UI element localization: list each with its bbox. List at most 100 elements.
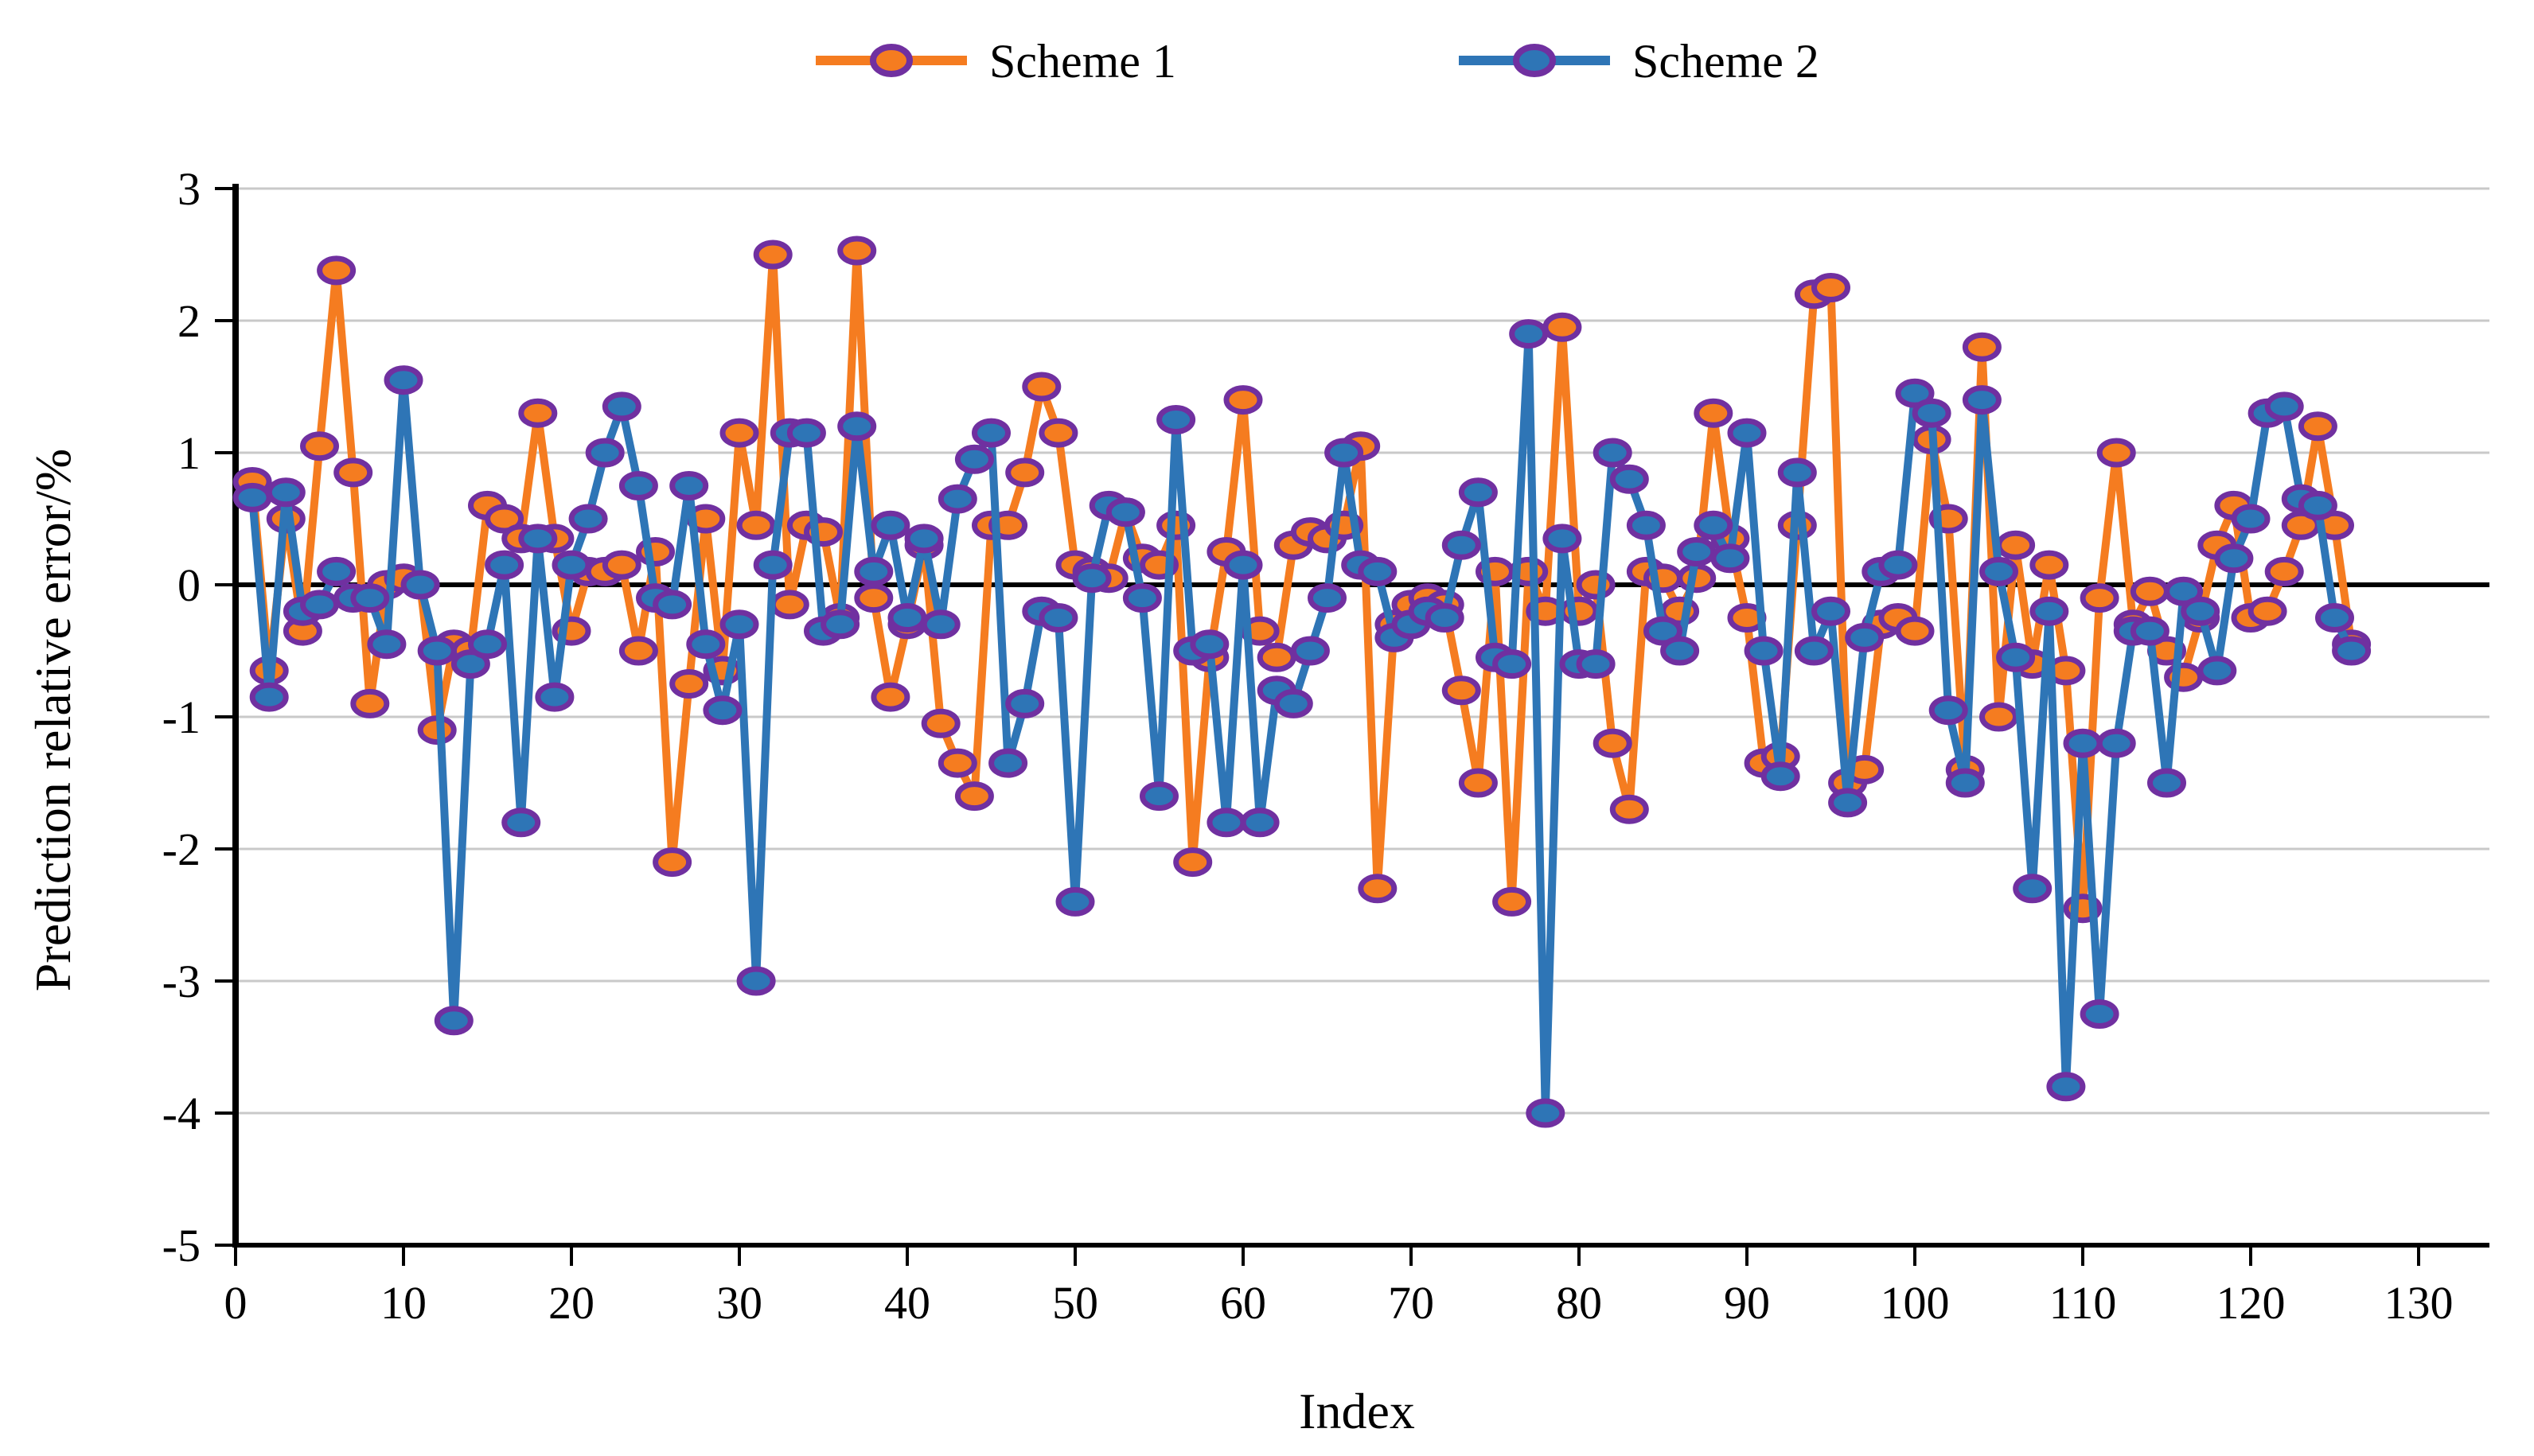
data-point-scheme2 xyxy=(703,695,743,726)
data-point-scheme2 xyxy=(686,629,726,660)
data-point-scheme1 xyxy=(1005,457,1045,488)
x-tick-label: 100 xyxy=(1881,1277,1950,1329)
data-point-scheme2 xyxy=(1509,319,1549,349)
data-point-scheme1 xyxy=(921,708,961,738)
data-point-scheme2 xyxy=(1928,695,1968,726)
data-point-scheme2 xyxy=(2147,768,2186,798)
data-point-scheme2 xyxy=(2264,391,2304,422)
x-tick-label: 60 xyxy=(1220,1277,1266,1329)
data-point-scheme1 xyxy=(1895,616,1935,646)
data-point-scheme2 xyxy=(1223,550,1263,580)
x-tick-label: 90 xyxy=(1724,1277,1770,1329)
x-tick-label: 130 xyxy=(2384,1277,2454,1329)
data-point-scheme1 xyxy=(719,418,759,448)
data-point-scheme2 xyxy=(2214,543,2254,574)
data-point-scheme2 xyxy=(1694,510,1733,540)
data-point-scheme2 xyxy=(1660,636,1700,666)
y-tick-label: -1 xyxy=(162,691,201,743)
data-point-scheme2 xyxy=(300,590,339,620)
data-point-scheme2 xyxy=(232,482,272,512)
data-point-scheme2 xyxy=(1744,636,1784,666)
data-point-scheme2 xyxy=(1760,761,1800,792)
y-tick-label: 3 xyxy=(177,163,201,215)
data-point-scheme2 xyxy=(1677,537,1717,566)
y-tick-label: -5 xyxy=(162,1220,201,1271)
data-point-scheme1 xyxy=(1962,332,2002,362)
data-point-scheme2 xyxy=(921,609,961,640)
data-point-scheme2 xyxy=(1526,1098,1565,1128)
data-point-scheme2 xyxy=(669,471,709,500)
data-point-scheme2 xyxy=(1643,616,1682,646)
data-point-scheme2 xyxy=(1358,556,1398,586)
data-point-scheme2 xyxy=(1542,524,1582,554)
data-point-scheme2 xyxy=(450,649,490,679)
data-point-scheme2 xyxy=(1492,649,1532,679)
x-axis-title: Index xyxy=(1299,1383,1415,1439)
data-point-scheme1 xyxy=(618,636,658,666)
data-point-scheme1 xyxy=(300,431,339,461)
y-tick-label: -3 xyxy=(162,956,201,1007)
data-point-scheme2 xyxy=(400,570,440,600)
x-tick-label: 110 xyxy=(2049,1277,2117,1329)
data-point-scheme2 xyxy=(653,590,692,620)
data-point-scheme2 xyxy=(1794,636,1834,666)
data-point-scheme1 xyxy=(1173,847,1213,878)
data-point-scheme2 xyxy=(904,524,944,554)
data-point-scheme2 xyxy=(2029,596,2069,626)
data-point-scheme2 xyxy=(317,556,357,586)
data-point-scheme2 xyxy=(585,438,625,468)
x-tick-label: 80 xyxy=(1556,1277,1602,1329)
data-point-scheme2 xyxy=(954,444,994,474)
data-point-scheme2 xyxy=(1240,808,1280,838)
data-point-scheme2 xyxy=(518,524,558,554)
data-point-scheme1 xyxy=(1358,874,1398,904)
data-point-scheme2 xyxy=(1777,457,1817,488)
data-point-scheme2 xyxy=(2130,616,2169,646)
data-point-scheme1 xyxy=(485,504,524,534)
series-markers-scheme1 xyxy=(232,236,2372,924)
data-point-scheme2 xyxy=(1895,378,1935,408)
data-point-scheme1 xyxy=(1694,398,1733,428)
data-point-scheme1 xyxy=(350,688,390,718)
data-point-scheme2 xyxy=(1811,596,1850,626)
data-point-scheme1 xyxy=(837,236,877,266)
data-point-scheme2 xyxy=(1727,418,1767,448)
data-point-scheme1 xyxy=(1458,768,1498,798)
data-point-scheme2 xyxy=(1273,688,1313,718)
data-point-scheme2 xyxy=(1190,629,1230,660)
x-tick-label: 40 xyxy=(884,1277,930,1329)
y-tick-label: 2 xyxy=(177,295,201,347)
data-point-scheme2 xyxy=(887,603,927,633)
data-point-scheme2 xyxy=(2046,1072,2086,1102)
data-point-scheme2 xyxy=(1425,603,1464,633)
data-point-scheme2 xyxy=(552,550,591,580)
data-point-scheme2 xyxy=(972,418,1011,448)
data-point-scheme1 xyxy=(2096,438,2136,468)
data-point-scheme2 xyxy=(1626,510,1666,540)
data-point-scheme2 xyxy=(1308,583,1347,613)
data-point-scheme2 xyxy=(1140,781,1179,812)
x-tick-label: 120 xyxy=(2216,1277,2286,1329)
data-point-scheme1 xyxy=(602,550,641,580)
data-point-scheme2 xyxy=(821,609,860,640)
gridlines xyxy=(236,187,2489,1247)
y-tick-label: -4 xyxy=(162,1088,201,1139)
data-point-scheme1 xyxy=(2029,550,2069,580)
data-point-scheme2 xyxy=(1055,886,1095,917)
data-point-scheme1 xyxy=(1811,273,1850,302)
data-point-scheme1 xyxy=(1492,886,1532,917)
data-point-scheme2 xyxy=(1996,642,2036,672)
data-point-scheme1 xyxy=(871,682,910,712)
data-point-scheme2 xyxy=(719,609,759,640)
data-point-scheme2 xyxy=(468,629,507,660)
data-point-scheme2 xyxy=(384,365,423,395)
data-point-scheme2 xyxy=(2063,728,2103,758)
data-point-scheme2 xyxy=(1105,497,1145,528)
data-point-scheme2 xyxy=(1845,622,1885,652)
legend-marker-scheme2-icon xyxy=(1513,44,1556,77)
data-point-scheme2 xyxy=(2332,636,2372,666)
data-point-scheme2 xyxy=(1962,385,2002,415)
data-point-scheme2 xyxy=(1828,788,1868,818)
data-point-scheme1 xyxy=(2247,596,2287,626)
